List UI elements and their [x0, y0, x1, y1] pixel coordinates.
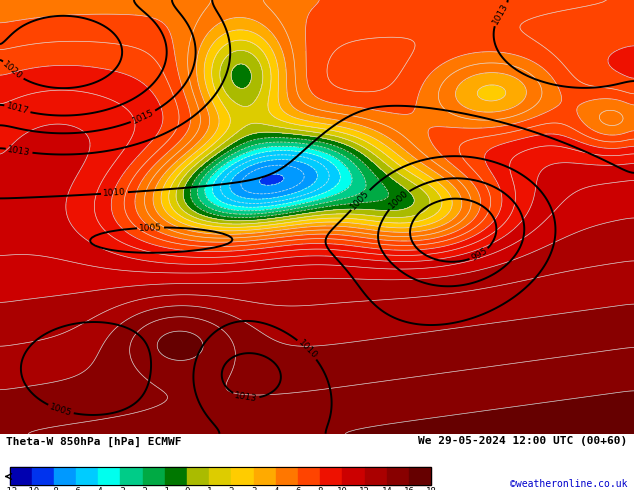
Text: -3: -3	[115, 487, 126, 490]
Text: 1005: 1005	[349, 189, 372, 212]
Text: 16: 16	[404, 487, 414, 490]
Bar	[209, 467, 231, 486]
Text: 1: 1	[207, 487, 212, 490]
Text: 1005: 1005	[139, 223, 162, 233]
Bar	[254, 467, 276, 486]
Text: -12: -12	[1, 487, 18, 490]
Text: -8: -8	[49, 487, 59, 490]
Text: 3: 3	[251, 487, 256, 490]
Text: 1005: 1005	[48, 402, 73, 418]
Bar	[32, 467, 54, 486]
Bar	[10, 467, 32, 486]
Text: 1020: 1020	[1, 60, 24, 81]
Text: We 29-05-2024 12:00 UTC (00+60): We 29-05-2024 12:00 UTC (00+60)	[418, 437, 628, 446]
Bar	[187, 467, 209, 486]
Text: 1013: 1013	[491, 2, 510, 26]
Bar	[298, 467, 320, 486]
Bar	[365, 467, 387, 486]
Text: ©weatheronline.co.uk: ©weatheronline.co.uk	[510, 479, 628, 490]
Bar	[387, 467, 409, 486]
Bar	[342, 467, 365, 486]
Text: 1000: 1000	[387, 188, 410, 211]
Text: -10: -10	[23, 487, 40, 490]
Text: -6: -6	[71, 487, 81, 490]
Bar	[409, 467, 431, 486]
Text: 10: 10	[337, 487, 347, 490]
Text: 14: 14	[382, 487, 392, 490]
Bar	[165, 467, 187, 486]
Text: 18: 18	[426, 487, 436, 490]
Bar	[276, 467, 298, 486]
Text: 995: 995	[470, 246, 489, 263]
Bar	[320, 467, 342, 486]
Text: 1015: 1015	[131, 108, 155, 126]
Bar	[231, 467, 254, 486]
Text: 4: 4	[273, 487, 278, 490]
Text: 2: 2	[229, 487, 234, 490]
Bar	[98, 467, 120, 486]
Bar	[10, 467, 431, 486]
Text: -1: -1	[160, 487, 170, 490]
Text: -2: -2	[138, 487, 148, 490]
Text: 8: 8	[318, 487, 323, 490]
Bar	[120, 467, 143, 486]
Text: 1013: 1013	[7, 145, 31, 157]
Text: 6: 6	[295, 487, 301, 490]
Bar	[76, 467, 98, 486]
Text: 1017: 1017	[5, 101, 30, 116]
Bar	[143, 467, 165, 486]
Bar	[54, 467, 76, 486]
Text: 1010: 1010	[103, 188, 126, 198]
Text: 0: 0	[184, 487, 190, 490]
Text: Theta-W 850hPa [hPa] ECMWF: Theta-W 850hPa [hPa] ECMWF	[6, 437, 182, 447]
Text: 1010: 1010	[296, 338, 319, 361]
Text: 1013: 1013	[234, 391, 258, 404]
Text: 12: 12	[359, 487, 370, 490]
Text: -4: -4	[93, 487, 103, 490]
